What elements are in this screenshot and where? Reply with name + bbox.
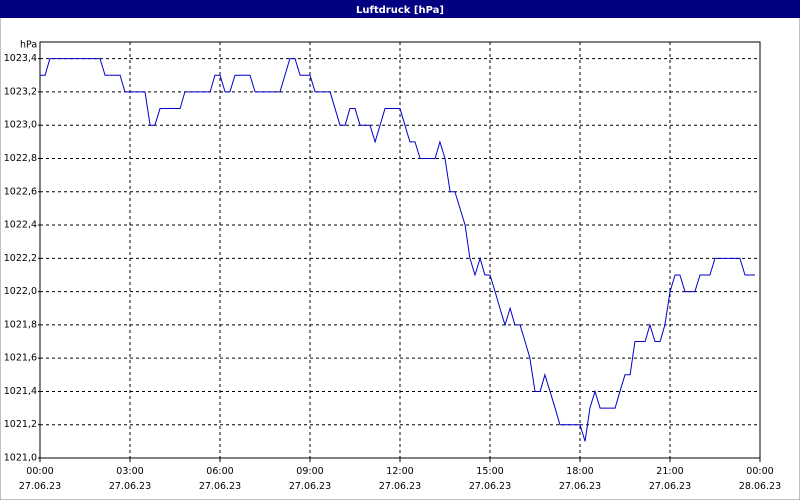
- y-tick-label: 1022,4: [4, 220, 37, 231]
- y-tick-label: 1021,0: [4, 453, 37, 464]
- x-tick-label: 03:00 27.06.23: [109, 466, 151, 492]
- y-tick-label: 1022,6: [4, 186, 37, 197]
- chart-title: Luftdruck [hPa]: [356, 5, 444, 16]
- y-tick-label: 1021,2: [4, 419, 37, 430]
- x-tick-label: 00:00 27.06.23: [19, 466, 61, 492]
- y-tick-label: 1023,4: [4, 53, 37, 64]
- x-tick-label: 21:00 27.06.23: [649, 466, 691, 492]
- y-tick-label: 1022,2: [4, 253, 37, 264]
- x-tick-label: 09:00 27.06.23: [289, 466, 331, 492]
- y-tick-label: 1022,8: [4, 153, 37, 164]
- x-tick-label: 15:00 27.06.23: [469, 466, 511, 492]
- x-tick-label: 18:00 27.06.23: [559, 466, 601, 492]
- y-unit: hPa: [20, 40, 37, 51]
- y-tick-label: 1023,0: [4, 120, 37, 131]
- y-tick-label: 1021,4: [4, 386, 37, 397]
- pressure-line: [40, 58, 755, 442]
- y-tick-label: 1021,6: [4, 353, 37, 364]
- x-tick-label: 00:00 28.06.23: [739, 466, 781, 492]
- x-tick-label: 06:00 27.06.23: [199, 466, 241, 492]
- plot-area: [39, 41, 761, 459]
- y-tick-label: 1022,0: [4, 286, 37, 297]
- x-tick-label: 12:00 27.06.23: [379, 466, 421, 492]
- title-bar: [0, 0, 800, 18]
- y-tick-label: 1021,8: [4, 319, 37, 330]
- y-tick-label: 1023,2: [4, 86, 37, 97]
